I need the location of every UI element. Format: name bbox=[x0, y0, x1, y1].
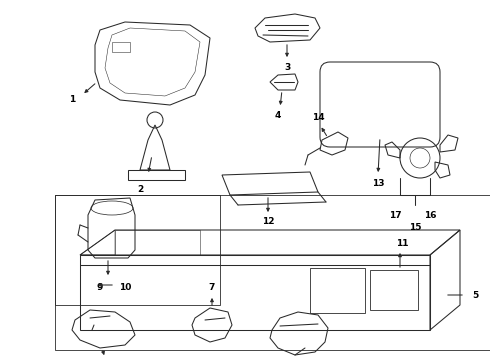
Text: 17: 17 bbox=[389, 211, 401, 220]
Bar bbox=[55, 195, 490, 350]
Text: 1: 1 bbox=[69, 95, 75, 104]
Text: 13: 13 bbox=[372, 179, 384, 188]
Text: 2: 2 bbox=[137, 185, 143, 194]
Text: 4: 4 bbox=[275, 112, 281, 121]
Bar bbox=[310, 268, 365, 313]
Text: 15: 15 bbox=[409, 224, 421, 233]
Text: 14: 14 bbox=[312, 113, 324, 122]
Text: 7: 7 bbox=[209, 284, 215, 292]
Text: 11: 11 bbox=[396, 238, 408, 248]
Text: 16: 16 bbox=[424, 211, 436, 220]
Bar bbox=[55, 195, 220, 305]
Text: 9: 9 bbox=[97, 284, 103, 292]
Text: 3: 3 bbox=[284, 63, 290, 72]
Text: 12: 12 bbox=[262, 217, 274, 226]
Text: 5: 5 bbox=[472, 291, 478, 300]
Bar bbox=[370, 270, 418, 310]
Text: 10: 10 bbox=[119, 284, 131, 292]
